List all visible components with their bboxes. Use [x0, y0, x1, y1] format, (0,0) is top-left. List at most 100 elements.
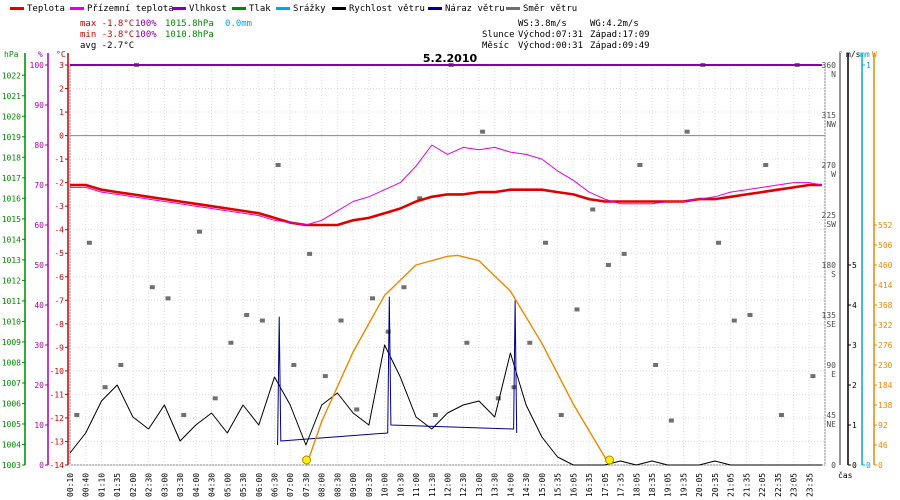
wind-tick-label: 1 [852, 421, 857, 430]
pressure-unit-label: hPa [4, 50, 19, 59]
rain-tick-label: 0 [866, 461, 871, 470]
stat-max-temp: max -1.8°C [80, 19, 135, 29]
temperature-unit-label: °C [56, 50, 66, 59]
temperature-tick-label: -9 [54, 343, 64, 352]
legend-vlhkost: Vlhkost [172, 4, 227, 16]
solar-tick-label: 322 [878, 321, 893, 330]
x-tick-label: 21:05 [727, 473, 736, 497]
x-tick-label: 12:30 [459, 473, 468, 497]
x-tick-label: 18:35 [648, 473, 657, 497]
temperature-tick-label: -4 [54, 226, 64, 235]
x-tick-label: 14:00 [506, 473, 515, 497]
x-tick-label: 15:00 [538, 473, 547, 497]
pressure-tick-label: 1010 [2, 317, 21, 326]
x-tick-label: 00:40 [82, 473, 91, 497]
direction-point [495, 396, 501, 401]
pressure-tick-label: 1014 [2, 235, 21, 244]
stat-moon-label: Měsíc [482, 41, 510, 51]
pressure-tick-label: 1018 [2, 153, 21, 162]
temperature-tick-label: -8 [54, 320, 64, 329]
stat-max-press: 1015.8hPa [165, 19, 214, 29]
x-tick-label: 03:30 [176, 473, 185, 497]
pressure-tick-label: 1011 [2, 297, 21, 306]
direction-point [307, 251, 313, 256]
x-tick-label: 09:30 [365, 473, 374, 497]
legend: Teplota Přízemní teplota Vlhkost Tlak Sr… [0, 0, 900, 18]
x-tick-label: 10:00 [381, 473, 390, 497]
x-tick-label: 18:05 [632, 473, 641, 497]
x-axis-label: čas [838, 470, 853, 480]
humidity-unit-label: % [38, 50, 43, 59]
direction-point [605, 263, 611, 267]
direction-point [731, 318, 737, 323]
direction-tick-label: 180 [822, 261, 837, 270]
x-tick-label: 07:00 [286, 473, 295, 497]
stat-avg-temp: avg -2.7°C [80, 41, 135, 51]
legend-naraz-vetru: Náraz větru [428, 4, 505, 16]
direction-point [291, 363, 297, 367]
temperature-tick-label: -12 [50, 414, 65, 423]
series-teplota [70, 183, 822, 227]
solar-tick-label: 92 [878, 421, 888, 430]
stat-sun-label: Slunce [482, 30, 515, 40]
solar-tick-label: 368 [878, 301, 893, 310]
wind-tick-label: 3 [852, 341, 857, 350]
direction-point [621, 251, 627, 256]
direction-compass-label: SW [826, 220, 836, 229]
direction-point [763, 163, 769, 167]
temperature-tick-label: -2 [54, 179, 64, 188]
direction-point [527, 340, 533, 345]
direction-point [275, 163, 281, 167]
series-rychlost-v-tru [69, 344, 822, 466]
solar-tick-label: 506 [878, 241, 893, 250]
pressure-tick-label: 1021 [2, 92, 21, 101]
solar-tick-label: 46 [878, 441, 888, 450]
x-tick-label: 23:35 [805, 473, 814, 497]
x-tick-label: 19:05 [664, 473, 673, 497]
stat-ws: WS:3.8m/s [518, 19, 567, 29]
x-tick-label: 02:00 [129, 473, 138, 497]
x-tick-label: 17:35 [617, 473, 626, 497]
direction-point [558, 413, 564, 417]
x-tick-label: 10:30 [396, 473, 405, 497]
x-tick-label: 00:10 [66, 473, 75, 497]
x-tick-label: 23:05 [790, 473, 799, 497]
direction-point [181, 413, 187, 417]
direction-tick-label: 90 [826, 361, 836, 370]
humidity-tick-label: 10 [34, 421, 44, 430]
direction-tick-label: 45 [826, 411, 836, 420]
direction-point [86, 240, 92, 245]
direction-point [668, 418, 674, 423]
axes: hPa1003100410051006100710081009101010111… [2, 50, 893, 497]
pressure-tick-label: 1004 [2, 440, 21, 449]
legend-prizemni-teplota: Přízemní teplota [70, 4, 174, 16]
direction-point [354, 407, 360, 412]
direction-point [637, 163, 643, 167]
wind-unit-label: m/s [846, 50, 861, 59]
direction-tick-label: 360 [822, 61, 837, 70]
x-tick-label: 22:05 [758, 473, 767, 497]
stat-min-hum: 100% [135, 30, 157, 40]
x-tick-label: 04:30 [208, 473, 217, 497]
stat-sun-set: Západ:17:09 [590, 30, 650, 40]
stat-wg: WG:4.2m/s [590, 19, 639, 29]
x-tick-label: 08:00 [318, 473, 327, 497]
x-tick-label: 17:05 [601, 473, 610, 497]
direction-compass-label: NW [826, 120, 836, 129]
temperature-tick-label: -5 [54, 249, 64, 258]
humidity-tick-label: 60 [34, 221, 44, 230]
pressure-tick-label: 1015 [2, 215, 21, 224]
humidity-tick-label: 100 [30, 61, 45, 70]
legend-teplota: Teplota [10, 4, 65, 16]
x-tick-label: 14:30 [522, 473, 531, 497]
direction-compass-label: N [831, 70, 836, 79]
direction-point [338, 318, 344, 323]
direction-point [118, 363, 124, 367]
rain-tick-label: 1 [866, 61, 871, 70]
direction-point [196, 229, 202, 234]
x-tick-label: 02:30 [145, 473, 154, 497]
direction-point [322, 374, 328, 379]
x-tick-label: 03:00 [160, 473, 169, 497]
x-tick-label: 22:35 [774, 473, 783, 497]
stat-sun-rise: Východ:07:31 [518, 30, 584, 40]
